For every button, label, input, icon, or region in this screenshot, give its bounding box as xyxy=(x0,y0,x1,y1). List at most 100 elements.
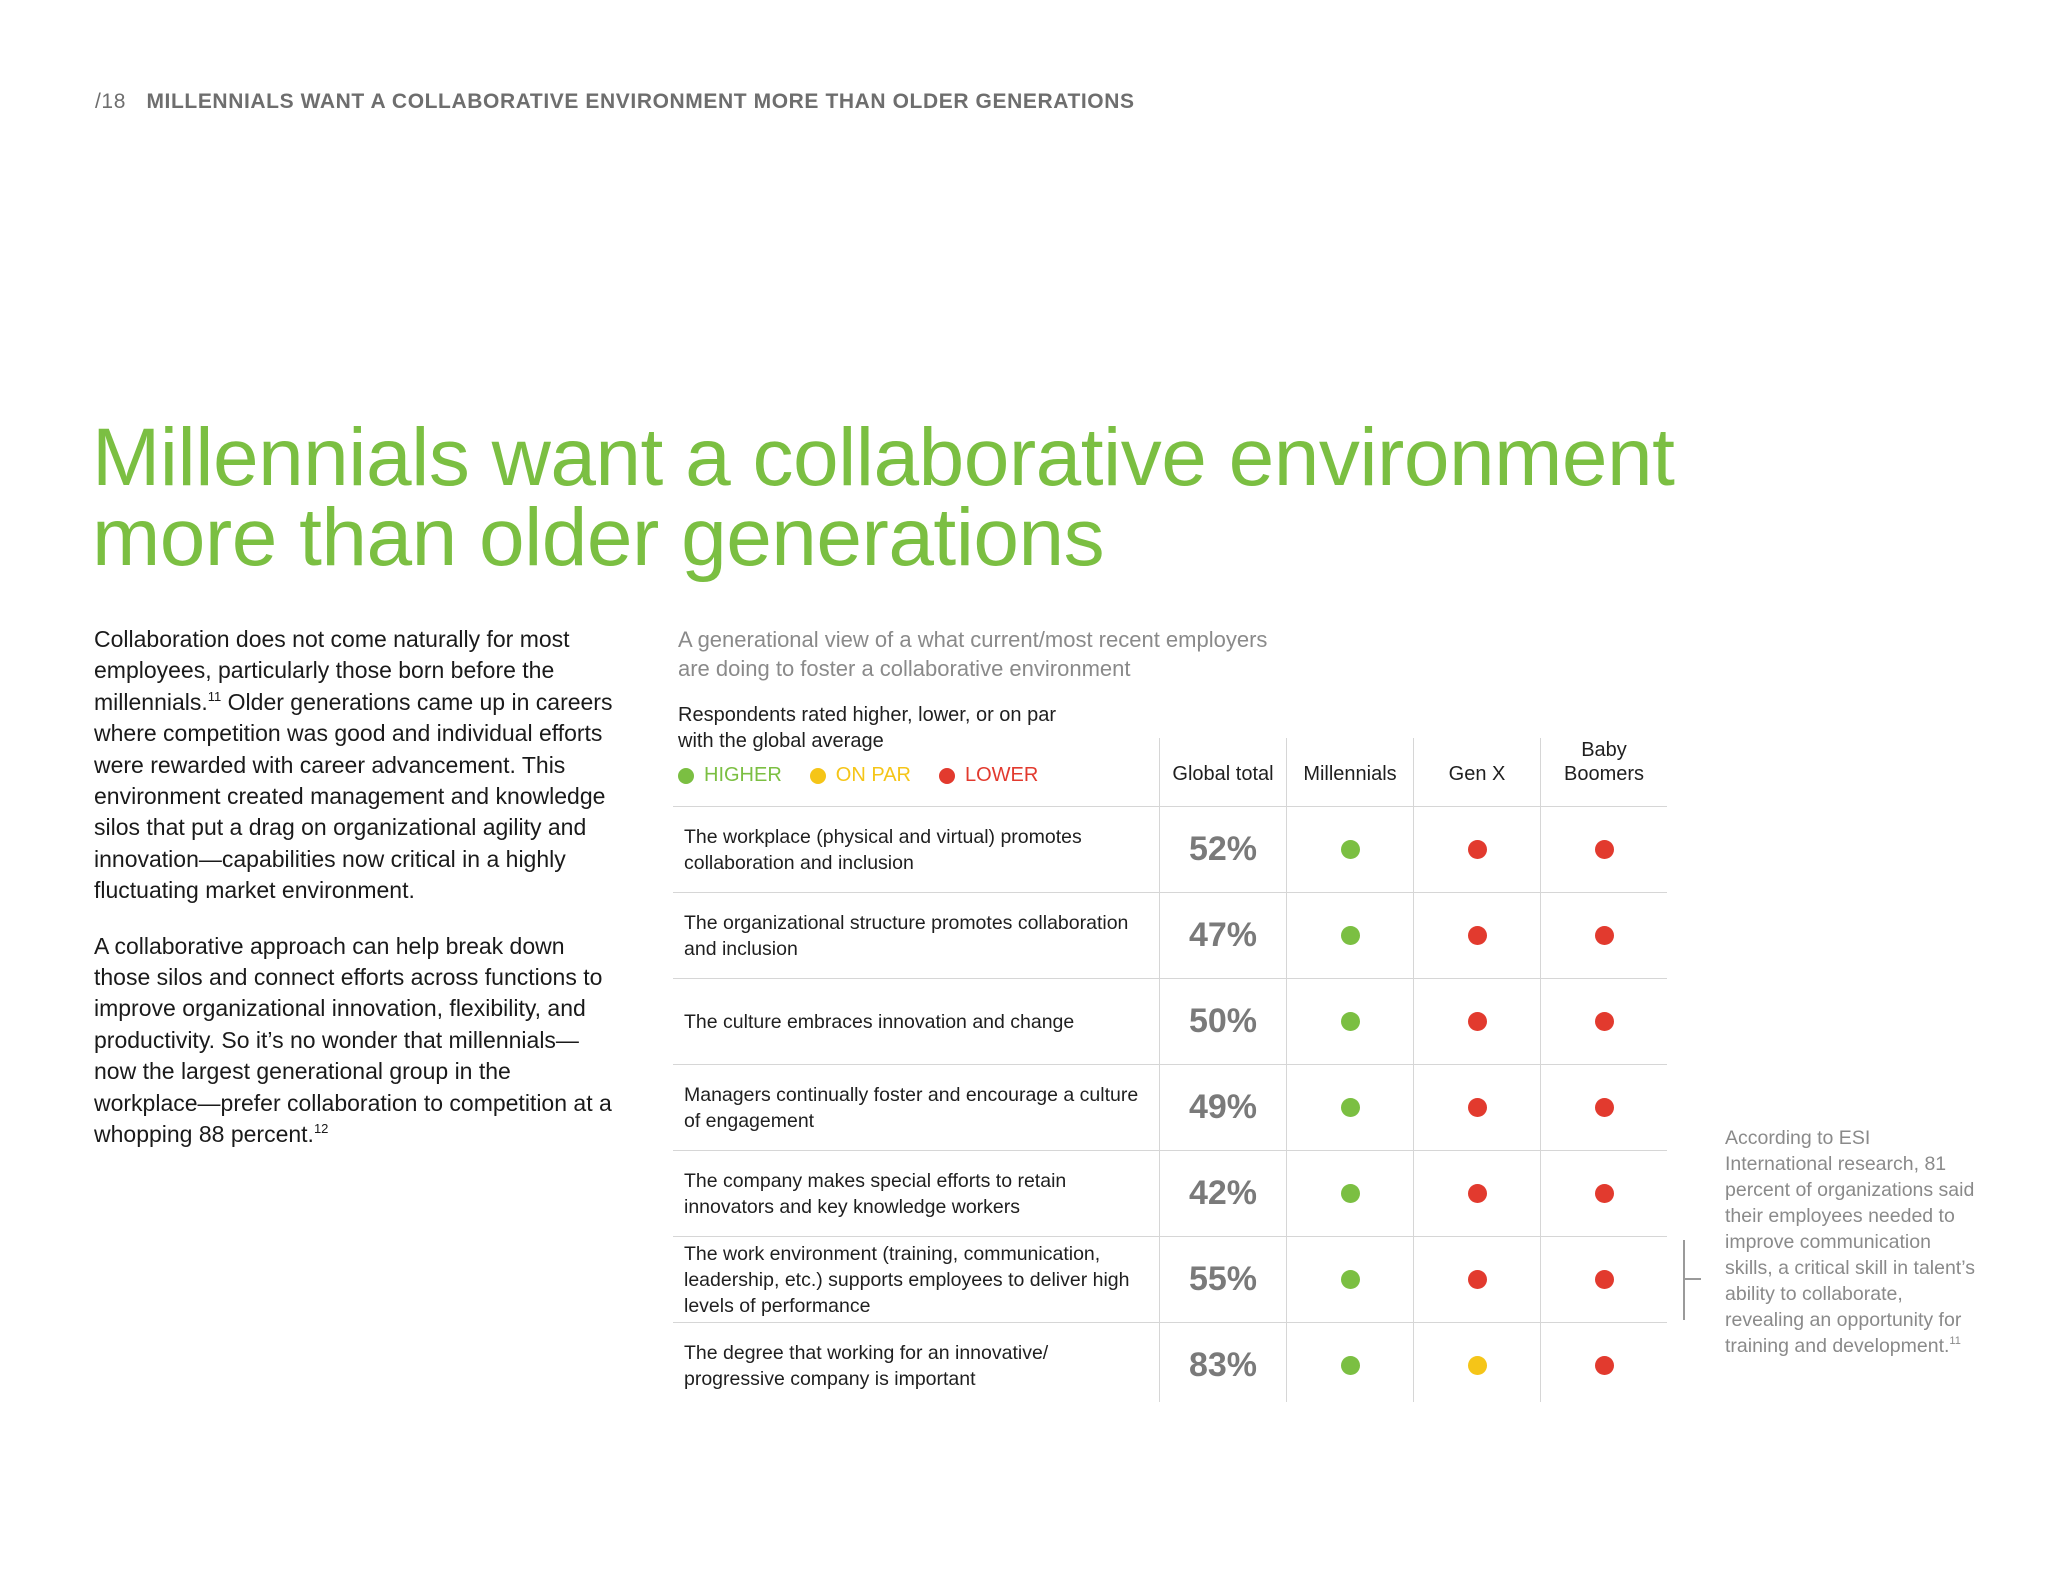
page-number: /18 xyxy=(95,90,126,113)
legend: HIGHER ON PAR LOWER xyxy=(678,764,1038,787)
row-label-text: The work environment (training, communic… xyxy=(684,1242,1130,1317)
row-label: The company makes special efforts to ret… xyxy=(684,1151,1154,1236)
body-paragraph-1-part-a: Collaboration does not come naturally fo… xyxy=(94,626,570,715)
rating-higher-dot-icon xyxy=(1340,1270,1360,1289)
table-subtitle-line-2: are doing to foster a collaborative envi… xyxy=(678,656,1131,681)
legend-item-lower: LOWER xyxy=(939,764,1038,787)
rating-higher-dot-icon xyxy=(1340,1098,1360,1117)
body-paragraph-1: Collaboration does not come naturally fo… xyxy=(94,624,614,907)
row-label: Managers continually foster and encourag… xyxy=(684,1065,1154,1150)
boomers-rating-cell xyxy=(1541,1237,1667,1322)
row-label: The organizational structure promotes co… xyxy=(684,893,1154,978)
body-paragraph-2: A collaborative approach can help break … xyxy=(94,931,614,1151)
genx-rating-cell xyxy=(1414,979,1540,1064)
row-label: The culture embraces innovation and chan… xyxy=(684,979,1154,1064)
body-text: Collaboration does not come naturally fo… xyxy=(94,624,614,1175)
rating-lower-dot-icon xyxy=(1467,1270,1487,1289)
column-divider xyxy=(1286,738,1287,1402)
millennials-rating-cell xyxy=(1287,1323,1413,1408)
callout-bracket-tick xyxy=(1683,1278,1701,1280)
global-total-value: 52% xyxy=(1188,830,1258,868)
millennials-rating-cell xyxy=(1287,807,1413,892)
legend-dot-icon xyxy=(939,767,955,784)
rating-lower-dot-icon xyxy=(1594,1012,1614,1031)
column-divider xyxy=(1413,738,1414,1402)
genx-rating-cell xyxy=(1414,1237,1540,1322)
sidebar-note: According to ESI International research,… xyxy=(1725,1125,1975,1359)
body-paragraph-2-text: A collaborative approach can help break … xyxy=(94,932,612,1148)
row-label: The workplace (physical and virtual) pro… xyxy=(684,807,1154,892)
rating-lower-dot-icon xyxy=(1594,1184,1614,1203)
rating-description-line-2: with the global average xyxy=(678,730,884,752)
genx-rating-cell xyxy=(1414,893,1540,978)
row-divider xyxy=(673,978,1667,979)
rating-lower-dot-icon xyxy=(1594,1098,1614,1117)
millennials-rating-cell xyxy=(1287,893,1413,978)
global-total-value: 83% xyxy=(1188,1346,1258,1384)
rating-lower-dot-icon xyxy=(1594,926,1614,945)
row-divider xyxy=(673,1150,1667,1151)
body-paragraph-1-part-b: Older generations came up in careers whe… xyxy=(94,688,613,904)
legend-dot-icon xyxy=(809,767,826,784)
row-divider xyxy=(673,806,1667,807)
callout-bracket xyxy=(1683,1240,1685,1320)
global-total-value: 47% xyxy=(1188,916,1258,954)
genx-rating-cell xyxy=(1414,1151,1540,1236)
rating-lower-dot-icon xyxy=(1594,1356,1614,1375)
legend-label: ON PAR xyxy=(835,764,911,786)
column-header-boomers-line-2: Boomers xyxy=(1563,763,1645,785)
legend-dot-icon xyxy=(678,767,694,784)
rating-higher-dot-icon xyxy=(1340,926,1360,945)
genx-rating-cell xyxy=(1414,807,1540,892)
column-header-genx: Gen X xyxy=(1448,763,1506,785)
legend-item-higher: HIGHER xyxy=(678,764,782,787)
rating-lower-dot-icon xyxy=(1594,1270,1614,1289)
row-label: The work environment (training, communic… xyxy=(684,1237,1154,1322)
rating-description: Respondents rated higher, lower, or on p… xyxy=(678,702,1158,754)
row-divider xyxy=(673,1322,1667,1323)
column-header-millennials: Millennials xyxy=(1303,763,1397,785)
boomers-rating-cell xyxy=(1541,979,1667,1064)
row-label-text: The degree that working for an innovativ… xyxy=(684,1341,1049,1390)
header-title: MILLENNIALS WANT A COLLABORATIVE ENVIRON… xyxy=(146,90,1135,113)
rating-lower-dot-icon xyxy=(1467,1012,1487,1031)
column-divider xyxy=(1159,738,1160,1402)
rating-description-line-1: Respondents rated higher, lower, or on p… xyxy=(678,704,1057,726)
page-title-line-1: Millennials want a collaborative environ… xyxy=(92,412,1675,503)
legend-item-on-par: ON PAR xyxy=(809,764,911,787)
row-label-text: The workplace (physical and virtual) pro… xyxy=(684,825,1082,874)
rating-higher-dot-icon xyxy=(1340,1184,1360,1203)
genx-rating-cell xyxy=(1414,1323,1540,1408)
footnote-ref: 11 xyxy=(207,688,222,704)
global-total-value: 49% xyxy=(1188,1088,1258,1126)
boomers-rating-cell xyxy=(1541,807,1667,892)
row-label-text: The culture embraces innovation and chan… xyxy=(684,1010,1075,1033)
row-label-text: The company makes special efforts to ret… xyxy=(684,1169,1067,1218)
column-divider xyxy=(1540,738,1541,1402)
millennials-rating-cell xyxy=(1287,979,1413,1064)
rating-higher-dot-icon xyxy=(1340,840,1360,859)
rating-lower-dot-icon xyxy=(1467,840,1487,859)
genx-rating-cell xyxy=(1414,1065,1540,1150)
page-title: Millennials want a collaborative environ… xyxy=(92,412,1792,583)
footnote-ref: 12 xyxy=(313,1121,329,1137)
global-total-value: 55% xyxy=(1188,1260,1258,1298)
rating-lower-dot-icon xyxy=(1594,840,1614,859)
boomers-rating-cell xyxy=(1541,1151,1667,1236)
rating-higher-dot-icon xyxy=(1340,1356,1360,1375)
legend-label: LOWER xyxy=(965,764,1039,786)
rating-on-par-dot-icon xyxy=(1467,1356,1487,1375)
row-label-text: The organizational structure promotes co… xyxy=(684,911,1129,960)
global-total-value: 42% xyxy=(1188,1174,1258,1212)
millennials-rating-cell xyxy=(1287,1151,1413,1236)
row-divider xyxy=(673,892,1667,893)
row-divider xyxy=(673,1236,1667,1237)
row-label-text: Managers continually foster and encourag… xyxy=(684,1083,1139,1132)
footnote-ref: 11 xyxy=(1949,1335,1961,1347)
sidebar-note-text: According to ESI International research,… xyxy=(1725,1127,1975,1357)
page-title-line-2: more than older generations xyxy=(92,492,1105,583)
column-header-global: Global total xyxy=(1172,763,1274,785)
legend-label: HIGHER xyxy=(704,764,782,786)
page-header: /18 MILLENNIALS WANT A COLLABORATIVE ENV… xyxy=(95,90,1135,114)
global-total-value: 50% xyxy=(1188,1002,1258,1040)
